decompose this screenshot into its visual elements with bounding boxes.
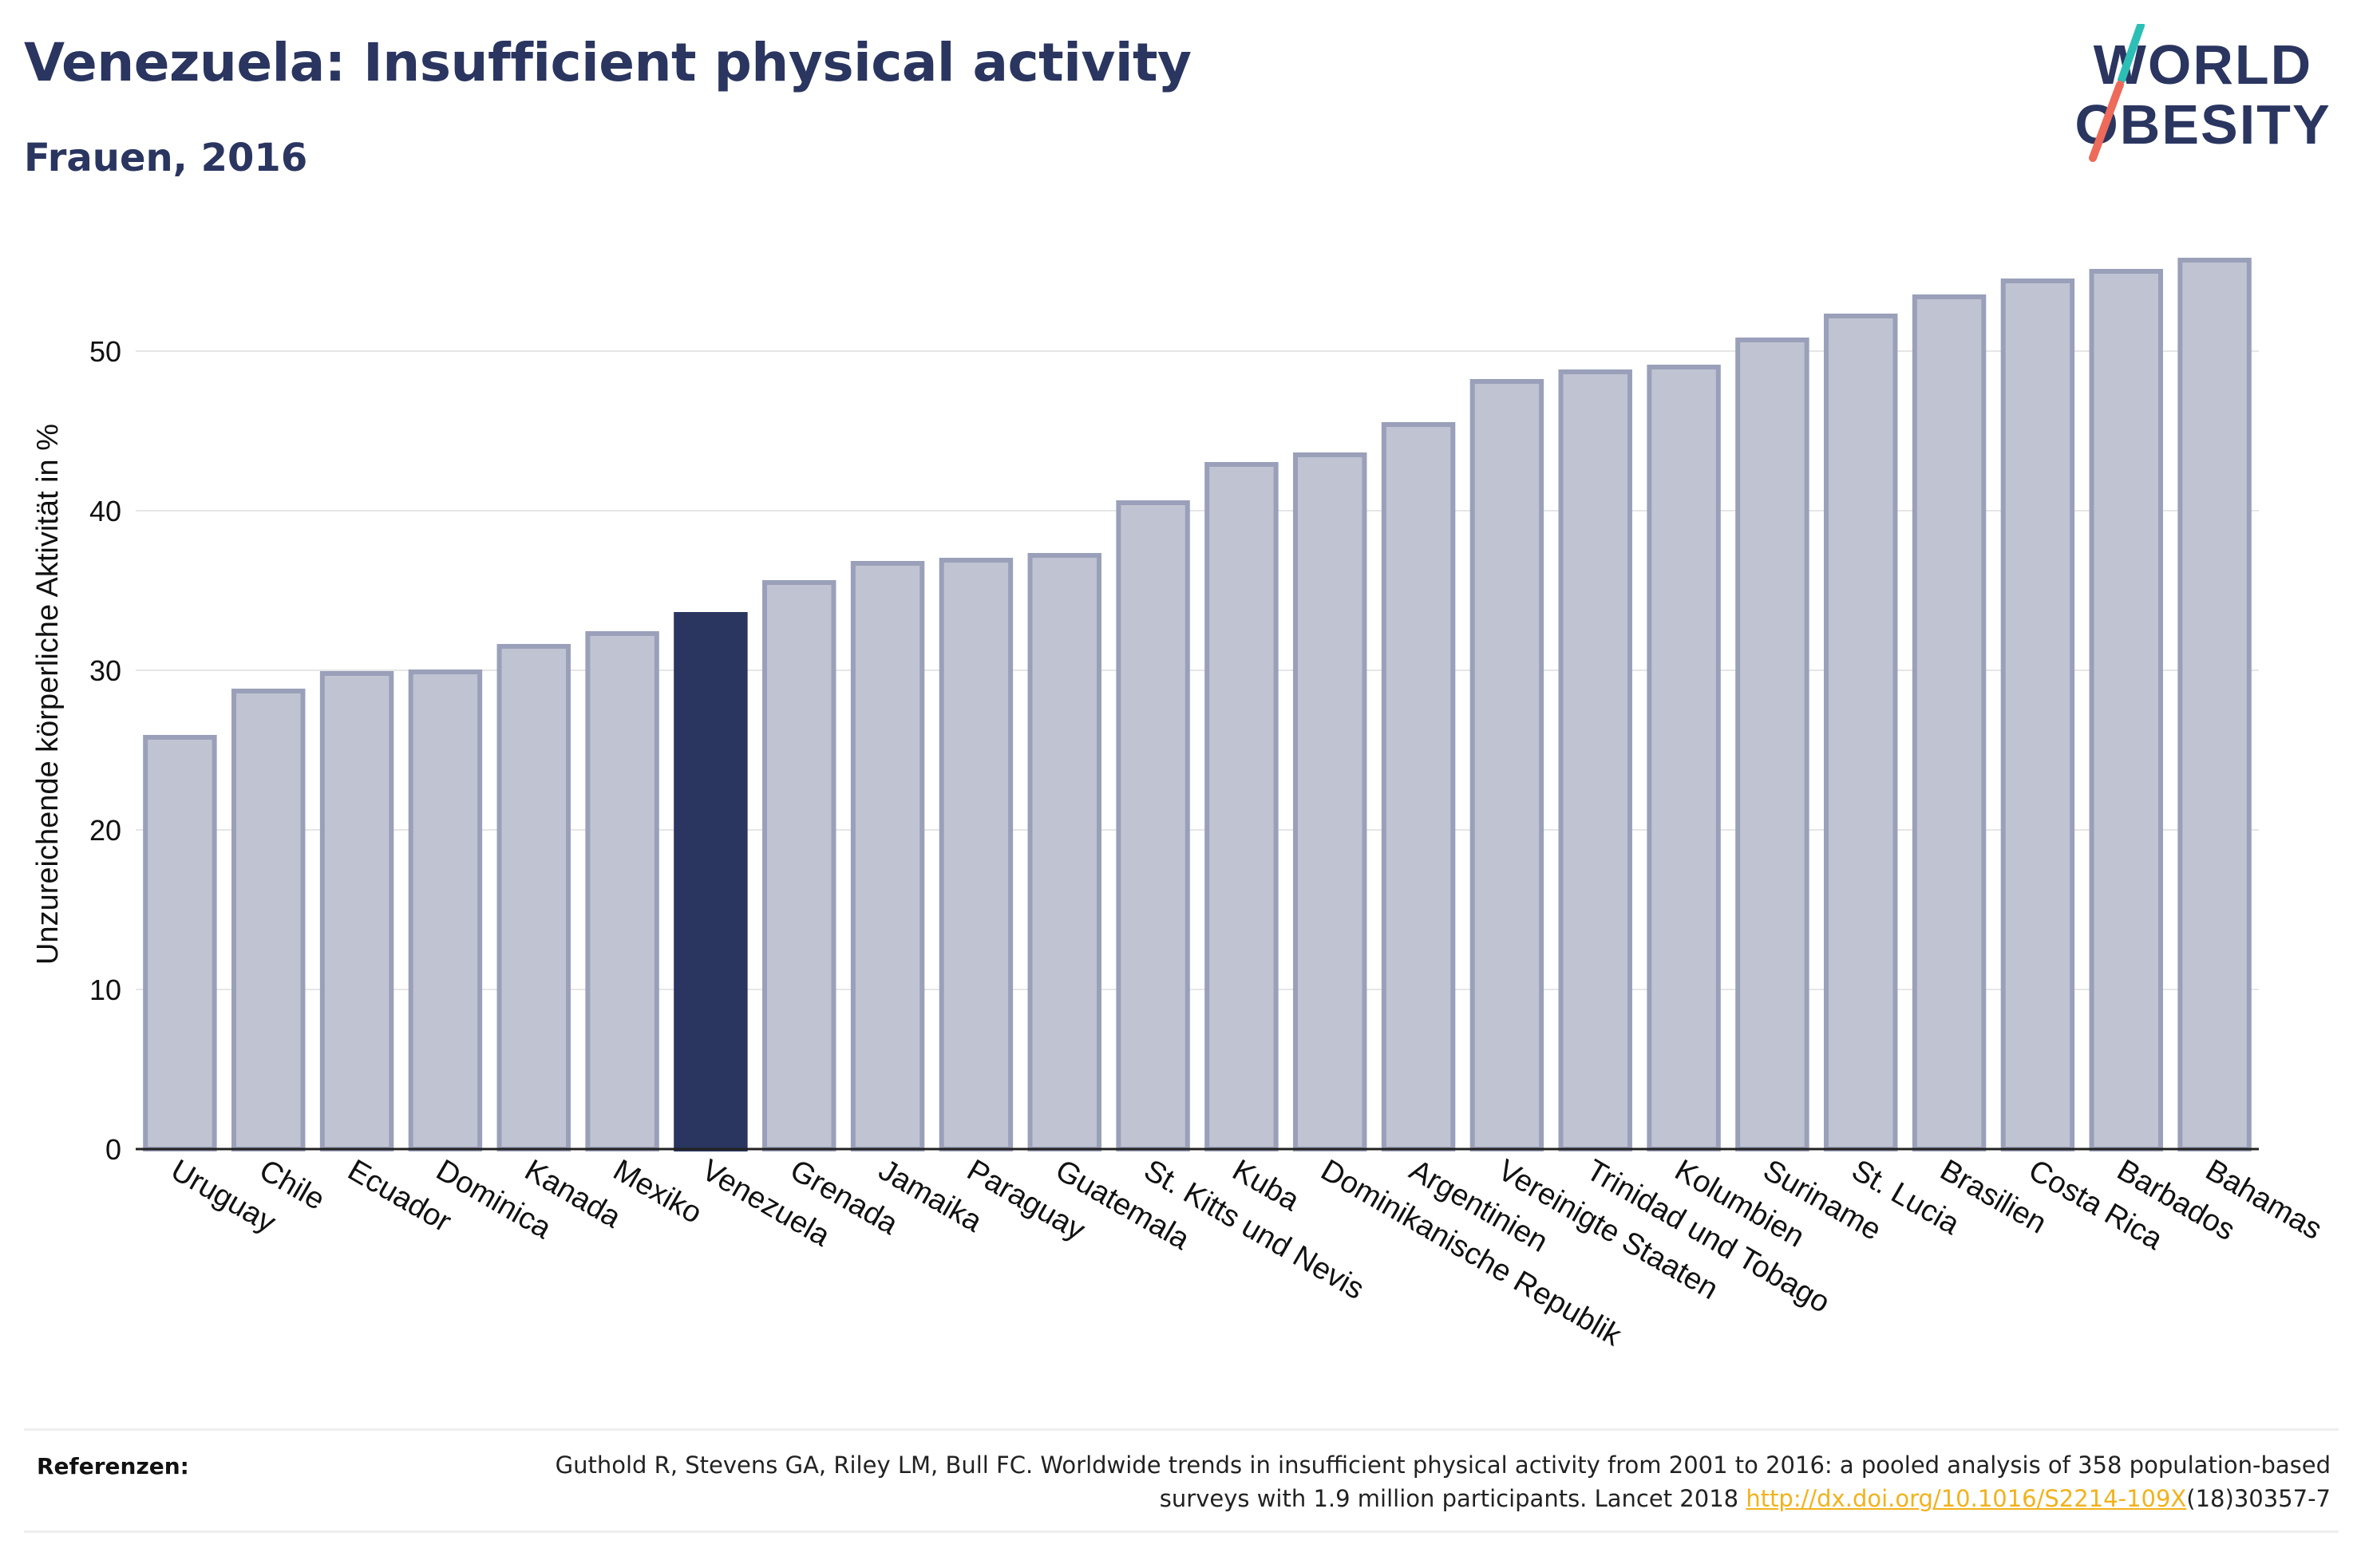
chart-subtitle: Frauen, 2016 — [24, 136, 308, 180]
references-box: Referenzen: Guthold R, Stevens GA, Riley… — [24, 1428, 2339, 1533]
bar-dominikanische-republik — [1293, 452, 1367, 1151]
references-text: Guthold R, Stevens GA, Riley LM, Bull FC… — [495, 1448, 2331, 1515]
bar-brasilien — [1912, 294, 1987, 1151]
bar-ecuador — [319, 671, 394, 1151]
bar-grenada — [762, 580, 836, 1151]
bar-trinidad-und-tobago — [1558, 369, 1632, 1151]
bar-jamaika — [850, 561, 925, 1151]
logo-slash-coral — [2089, 81, 2124, 162]
logo-line-obesity: OBESITY — [2074, 93, 2331, 156]
bar-mexiko — [585, 631, 659, 1151]
y-axis-ticks: 0 10 20 30 40 50 — [89, 335, 121, 1166]
bar-bahamas — [2177, 258, 2252, 1151]
bar-guatemala — [1027, 553, 1101, 1151]
y-tick-label: 50 — [89, 335, 121, 368]
bar-uruguay — [143, 735, 217, 1151]
bar-st-lucia — [1824, 314, 1898, 1151]
bar-costa-rica — [2000, 278, 2075, 1151]
y-tick-label: 30 — [89, 654, 121, 687]
bar-vereinigte-staaten — [1469, 379, 1544, 1151]
y-tick-label: 20 — [89, 814, 121, 847]
bar-barbados — [2089, 269, 2163, 1151]
x-tick-label: Mexiko — [607, 1153, 707, 1230]
bar-chile — [231, 689, 306, 1151]
references-doi-link[interactable]: http://dx.doi.org/10.1016/S2214-109X — [1746, 1485, 2187, 1512]
chart-title: Venezuela: Insufficient physical activit… — [24, 32, 1192, 93]
bar-dominica — [408, 669, 483, 1151]
bar-chart: 0 10 20 30 40 50 Unzureichende körperliche Ak… — [31, 258, 2327, 1353]
bar-paraguay — [939, 558, 1014, 1151]
bar-argentinien — [1381, 422, 1456, 1151]
y-axis-label: Unzureichende körperliche Aktivität in % — [31, 424, 65, 965]
y-tick-label: 10 — [89, 974, 121, 1006]
world-obesity-logo: WORLD OBESITY — [2074, 24, 2331, 162]
bars — [143, 258, 2252, 1151]
bar-kanada — [496, 644, 571, 1151]
y-tick-label: 40 — [89, 495, 121, 527]
logo-slash-teal — [2118, 24, 2145, 84]
references-citation-end: (18)30357-7 — [2186, 1485, 2331, 1512]
gridlines — [136, 350, 2259, 990]
y-tick-label: 0 — [105, 1133, 121, 1166]
bar-suriname — [1735, 338, 1809, 1151]
references-citation: Guthold R, Stevens GA, Riley LM, Bull FC… — [555, 1451, 2331, 1512]
bar-kolumbien — [1647, 365, 1721, 1151]
bar-kuba — [1204, 462, 1279, 1151]
references-label: Referenzen: — [37, 1453, 189, 1479]
bar-venezuela — [674, 612, 748, 1151]
bar-st-kitts-und-nevis — [1116, 500, 1190, 1151]
